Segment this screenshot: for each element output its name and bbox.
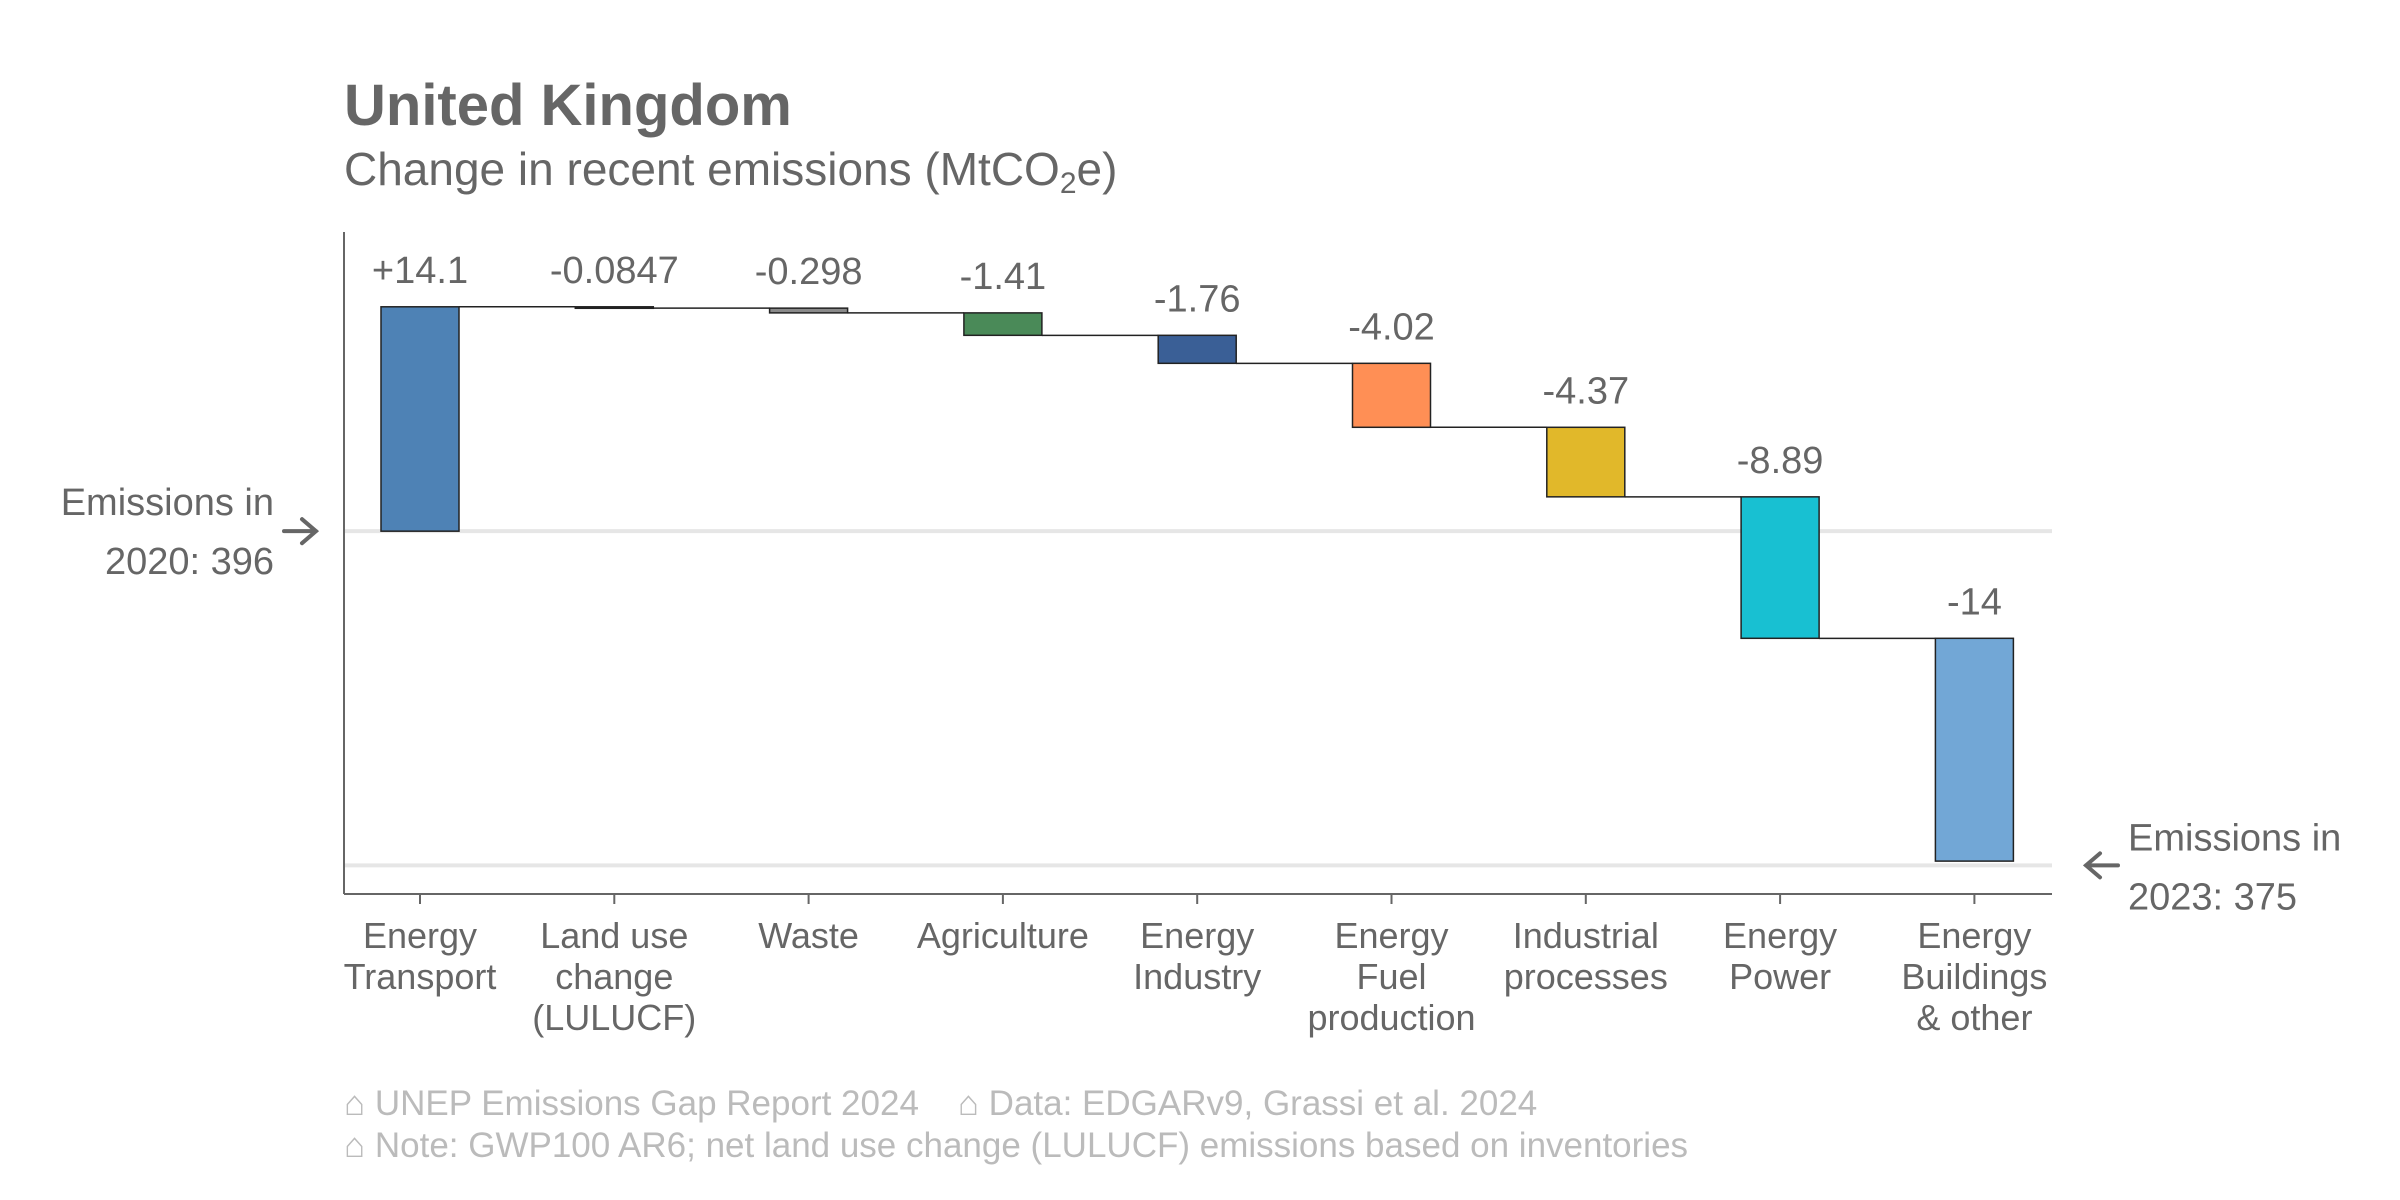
x-tick-label: Agriculture <box>917 915 1089 956</box>
bar-3 <box>963 312 1043 337</box>
subtitle-text-end: e) <box>1076 143 1118 195</box>
bar-8 <box>1934 637 2015 862</box>
bar-value-label: -0.298 <box>755 251 863 293</box>
x-tick-label: Energy <box>1917 915 2031 956</box>
x-tick-label: Energy <box>1723 915 1837 956</box>
footer-source: ⌂ UNEP Emissions Gap Report 2024 ⌂ Data:… <box>344 1084 1538 1123</box>
x-tick-label: Energy <box>1140 915 1254 956</box>
bar-value-label: -4.37 <box>1542 370 1629 412</box>
x-tick-label: Energy <box>1334 915 1448 956</box>
x-tick-label: (LULUCF) <box>532 997 696 1038</box>
x-tick-label: Industry <box>1133 956 1261 997</box>
start-label: 2020: 396 <box>105 541 274 583</box>
footer-note: ⌂ Note: GWP100 AR6; net land use change … <box>344 1126 1689 1165</box>
bar-1 <box>574 306 655 310</box>
start-arrow-icon <box>282 517 320 546</box>
bar-value-label: -1.41 <box>960 256 1047 298</box>
chart-subtitle: Change in recent emissions (MtCO2e) <box>344 142 1117 201</box>
x-tick-label: Waste <box>758 915 859 956</box>
x-tick-label: Transport <box>344 956 497 997</box>
end-label: Emissions in <box>2128 817 2341 859</box>
x-tick-label: change <box>555 956 673 997</box>
end-label: 2023: 375 <box>2128 876 2297 918</box>
bar-2 <box>768 307 849 314</box>
x-tick-label: Energy <box>363 915 477 956</box>
bar-4 <box>1157 334 1237 365</box>
x-tick-label: production <box>1307 997 1475 1038</box>
bar-value-label: -4.02 <box>1348 306 1435 348</box>
bar-value-label: -1.76 <box>1154 278 1241 320</box>
bar-value-label: -8.89 <box>1737 440 1824 482</box>
bar-value-label: -14 <box>1947 581 2002 623</box>
bar-value-label: +14.1 <box>372 250 468 292</box>
x-tick-label: Industrial <box>1513 915 1659 956</box>
x-tick-label: Buildings <box>1901 956 2047 997</box>
bar-7 <box>1740 496 1820 640</box>
chart-title: United Kingdom <box>344 73 792 138</box>
x-tick-label: & other <box>1916 997 2032 1038</box>
end-arrow-icon <box>2082 851 2120 880</box>
bar-6 <box>1546 426 1626 498</box>
subtitle-text: Change in recent emissions (MtCO <box>344 143 1060 195</box>
x-tick-label: processes <box>1504 956 1668 997</box>
x-tick-label: Land use <box>540 915 688 956</box>
x-tick-label: Power <box>1729 956 1831 997</box>
subtitle-subscript: 2 <box>1059 167 1077 200</box>
bar-5 <box>1351 362 1432 429</box>
start-label: Emissions in <box>61 482 274 524</box>
x-tick-label: Fuel <box>1356 956 1426 997</box>
bar-value-label: -0.0847 <box>550 250 679 292</box>
bar-0 <box>380 306 460 532</box>
